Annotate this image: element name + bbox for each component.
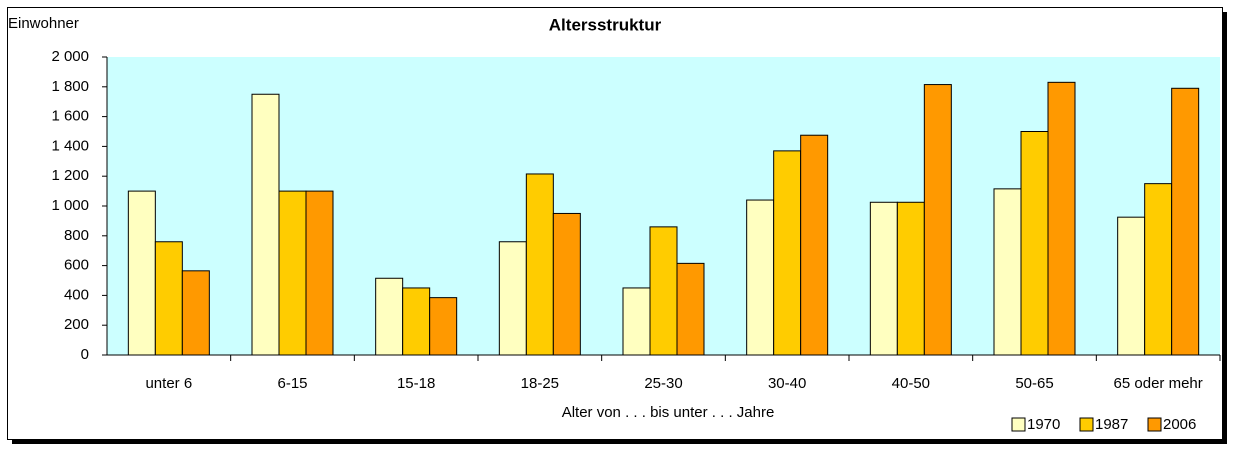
legend-label: 1970	[1027, 416, 1060, 433]
legend-swatch	[1147, 417, 1162, 432]
y-axis-label: Einwohner	[8, 15, 79, 32]
bar	[278, 190, 307, 356]
bar	[676, 262, 705, 356]
bar	[649, 226, 678, 356]
x-tick-label: 30-40	[768, 375, 806, 392]
y-tick-label: 600	[64, 257, 89, 274]
bar	[552, 212, 581, 356]
x-tick-label: unter 6	[145, 375, 192, 392]
y-tick-label: 1 600	[51, 108, 89, 125]
legend-label: 2006	[1163, 416, 1196, 433]
legend-swatch	[1011, 417, 1026, 432]
bar	[1171, 87, 1200, 356]
y-tick-label: 1 000	[51, 197, 89, 214]
bar	[1020, 131, 1049, 356]
bar	[305, 190, 334, 356]
x-tick-label: 18-25	[521, 375, 559, 392]
legend-swatch	[1079, 417, 1094, 432]
y-tick-label: 1 400	[51, 137, 89, 154]
y-tick-label: 1 800	[51, 78, 89, 95]
bar	[622, 287, 651, 356]
bar	[498, 241, 527, 356]
bar	[896, 201, 925, 356]
bar	[773, 150, 802, 356]
bar	[1144, 183, 1173, 356]
x-tick-label: 6-15	[277, 375, 307, 392]
bar	[154, 241, 183, 356]
bar	[127, 190, 156, 356]
bar	[375, 277, 404, 356]
x-tick-label: 50-65	[1015, 375, 1053, 392]
bar	[746, 199, 775, 356]
bar	[402, 287, 431, 356]
y-tick-label: 2 000	[51, 48, 89, 65]
chart-title: Altersstruktur	[549, 15, 662, 34]
bar	[993, 188, 1022, 356]
bar	[181, 270, 210, 356]
y-tick-label: 0	[81, 346, 89, 363]
bar	[429, 297, 458, 356]
bar	[1047, 81, 1076, 356]
y-tick-label: 1 200	[51, 167, 89, 184]
x-tick-label: 25-30	[644, 375, 682, 392]
bar	[800, 134, 829, 356]
x-tick-label: 40-50	[892, 375, 930, 392]
x-axis-label: Alter von . . . bis unter . . . Jahre	[562, 404, 775, 421]
legend-label: 1987	[1095, 416, 1128, 433]
y-tick-label: 400	[64, 286, 89, 303]
x-tick-label: 65 oder mehr	[1114, 375, 1203, 392]
bar	[869, 201, 898, 356]
y-tick-label: 800	[64, 227, 89, 244]
x-tick-label: 15-18	[397, 375, 435, 392]
bar	[251, 93, 280, 356]
bar	[525, 173, 554, 356]
y-tick-label: 200	[64, 316, 89, 333]
bar	[1117, 216, 1146, 356]
bar	[923, 84, 952, 356]
